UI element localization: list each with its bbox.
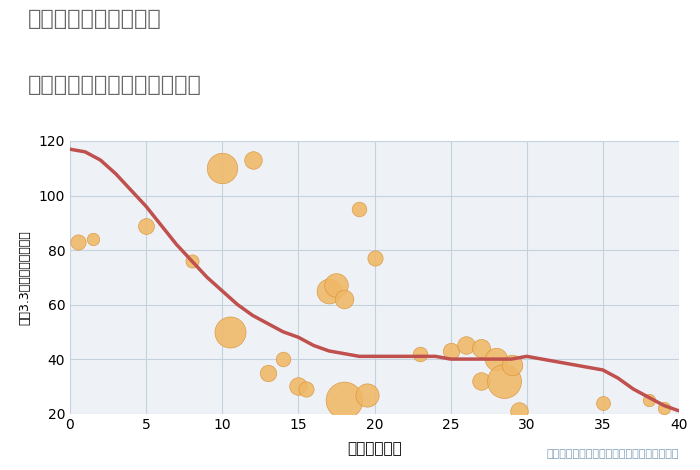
Point [475, 377, 486, 384]
Text: 兵庫県姫路市藤ヶ台の: 兵庫県姫路市藤ヶ台の [28, 9, 162, 30]
Point [498, 377, 510, 384]
Point [277, 355, 289, 363]
Point [88, 235, 99, 243]
Point [658, 404, 669, 412]
X-axis label: 築年数（年）: 築年数（年） [347, 441, 402, 456]
Point [186, 257, 197, 265]
Point [354, 205, 365, 213]
Point [224, 328, 235, 336]
Point [369, 254, 380, 262]
Point [491, 355, 502, 363]
Point [323, 287, 335, 295]
Point [506, 361, 517, 368]
Point [217, 164, 228, 172]
Point [247, 157, 258, 164]
Point [445, 347, 456, 355]
Text: 円の大きさは、取引のあった物件面積を示す: 円の大きさは、取引のあった物件面積を示す [547, 449, 679, 459]
Y-axis label: 坪（3.3㎡）単価（万円）: 坪（3.3㎡）単価（万円） [19, 230, 32, 325]
Point [331, 282, 342, 289]
Point [339, 396, 350, 404]
Point [461, 342, 472, 349]
Point [414, 350, 426, 357]
Point [475, 345, 486, 352]
Point [514, 407, 525, 415]
Point [293, 383, 304, 390]
Point [597, 399, 608, 407]
Point [643, 396, 655, 404]
Text: 築年数別中古マンション価格: 築年数別中古マンション価格 [28, 75, 202, 95]
Point [72, 238, 83, 246]
Point [361, 391, 372, 398]
Point [141, 222, 152, 229]
Point [339, 295, 350, 303]
Point [262, 369, 274, 376]
Point [300, 385, 312, 393]
